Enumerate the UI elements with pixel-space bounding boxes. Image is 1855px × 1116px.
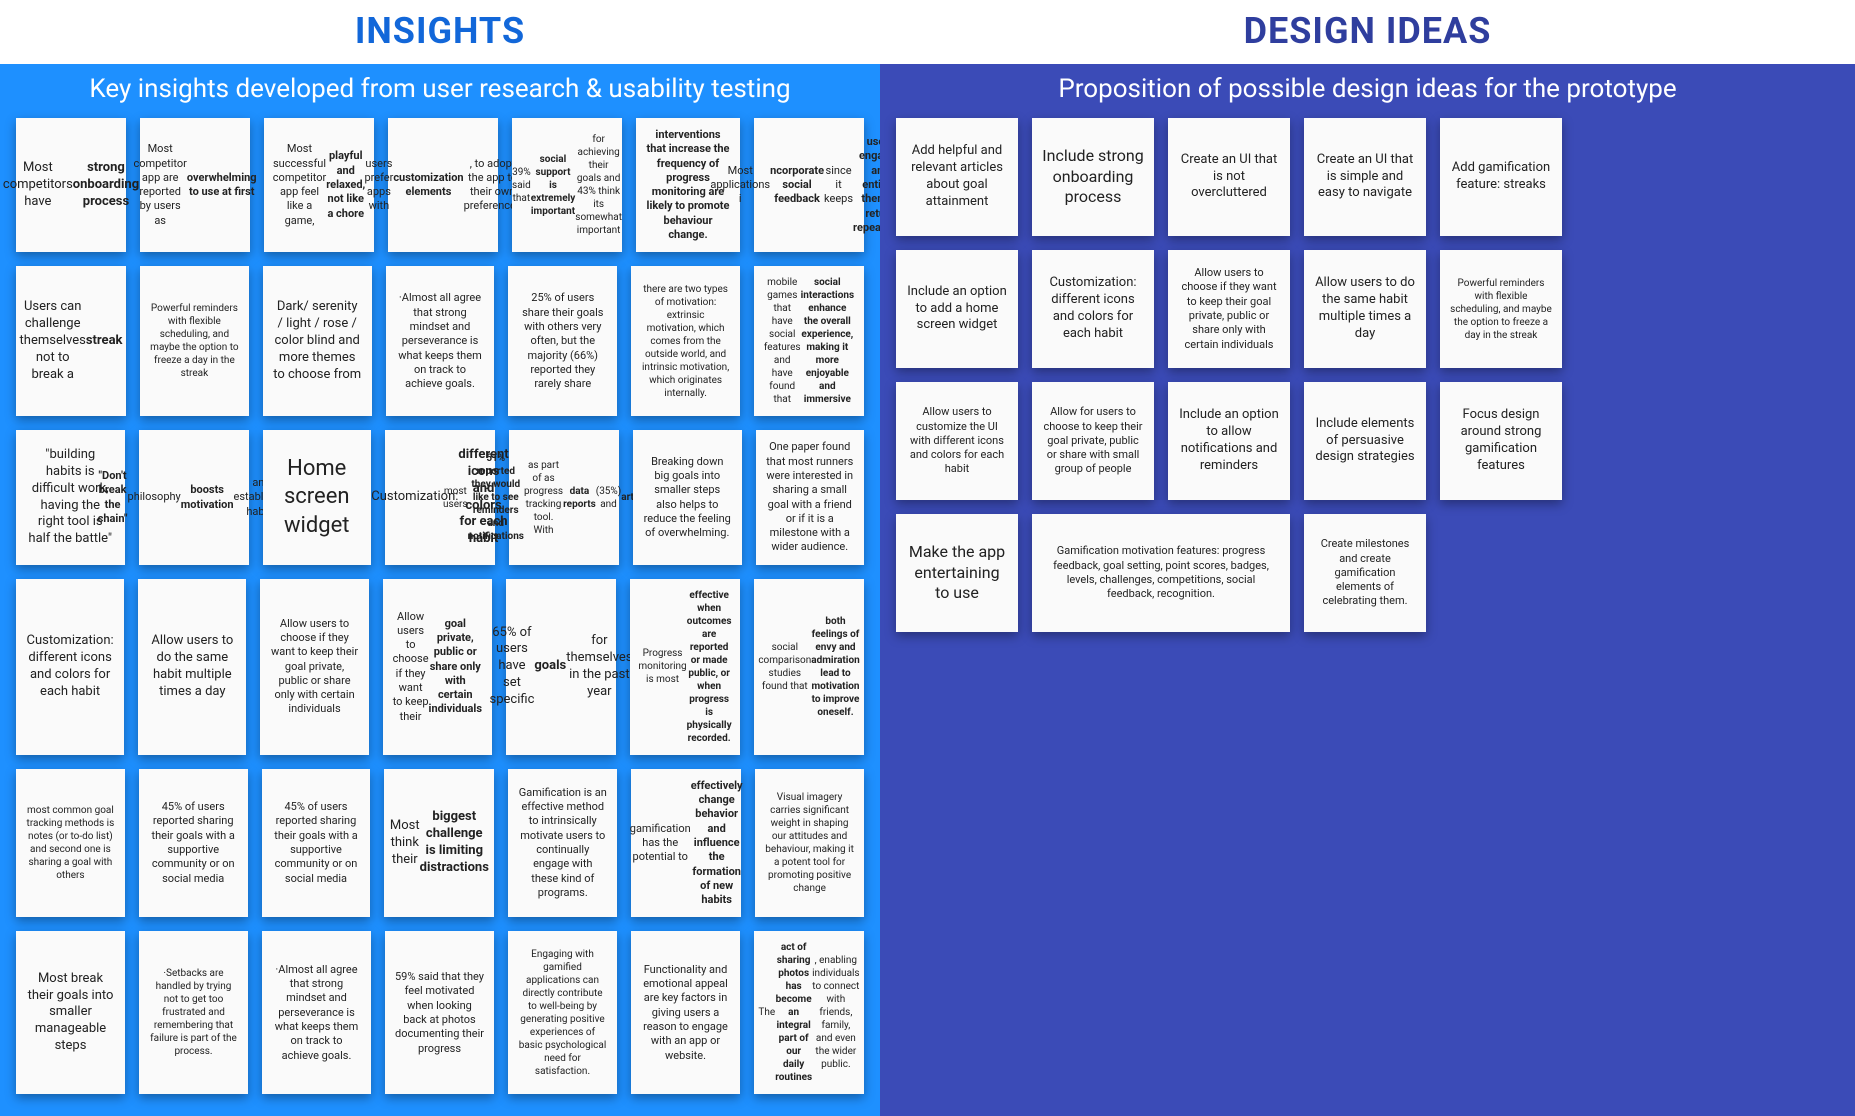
insights-note[interactable]: 39% said that social support is extremel…: [512, 118, 622, 252]
designIdeas-note[interactable]: Add gamification feature: streaks: [1440, 118, 1562, 236]
insights-note[interactable]: Customization: different icons and color…: [16, 579, 124, 755]
designIdeas-note[interactable]: Add helpful and relevant articles about …: [896, 118, 1018, 236]
insights-note[interactable]: Most think their biggest challenge is li…: [384, 769, 494, 918]
insights-row: "building habits is difficult work, havi…: [16, 430, 864, 564]
insights-note[interactable]: One paper found that most runners were i…: [756, 430, 865, 564]
designIdeas-note[interactable]: Customization: different icons and color…: [1032, 250, 1154, 368]
insights-note[interactable]: Most competitors have strong onboarding …: [16, 118, 126, 252]
insights-note[interactable]: Dark/ serenity / light / rose / color bl…: [263, 266, 372, 416]
designIdeas-note[interactable]: Allow users to customize the UI with dif…: [896, 382, 1018, 500]
insights-note[interactable]: users prefer apps with customization ele…: [388, 118, 498, 252]
designIdeas-note[interactable]: Make the app entertaining to use: [896, 514, 1018, 632]
insights-note[interactable]: Most competitor app are reported by user…: [140, 118, 250, 252]
insights-note[interactable]: Users can challenge themselves not to br…: [16, 266, 126, 416]
designIdeas-note[interactable]: Allow users to do the same habit multipl…: [1304, 250, 1426, 368]
insights-note[interactable]: Visual imagery carries significant weigh…: [755, 769, 864, 918]
designIdeas-note[interactable]: Create an UI that is not overcluttered: [1168, 118, 1290, 236]
insights-note[interactable]: Functionality and emotional appeal are k…: [631, 931, 740, 1094]
designIdeas-note[interactable]: Include elements of persuasive design st…: [1304, 382, 1426, 500]
insights-note[interactable]: Breaking down big goals into smaller ste…: [633, 430, 742, 564]
designIdeas-note[interactable]: Include an option to add a home screen w…: [896, 250, 1018, 368]
designIdeas-note[interactable]: Gamification motivation features: progre…: [1032, 514, 1290, 632]
insights-note[interactable]: Gamification is an effective method to i…: [508, 769, 617, 918]
insights-note[interactable]: Allow users to choose if they want to ke…: [383, 579, 492, 755]
insights-row: most common goal tracking methods is not…: [16, 769, 864, 918]
design-ideas-grid: Add helpful and relevant articles about …: [896, 118, 1839, 632]
insights-row: Customization: different icons and color…: [16, 579, 864, 755]
insights-note[interactable]: 45% of users reported sharing their goal…: [139, 769, 248, 918]
design-ideas-panel: Proposition of possible design ideas for…: [880, 64, 1855, 1116]
insights-note[interactable]: 45% of users reported sharing their goal…: [262, 769, 371, 918]
insights-note[interactable]: Powerful reminders with flexible schedul…: [140, 266, 249, 416]
insights-grid: Most competitors have strong onboarding …: [16, 118, 864, 1094]
designIdeas-note[interactable]: Allow users to choose if they want to ke…: [1168, 250, 1290, 368]
designIdeas-note[interactable]: Create milestones and create gamificatio…: [1304, 514, 1426, 632]
insights-row: Most competitors have strong onboarding …: [16, 118, 864, 252]
header-row: INSIGHTS DESIGN IDEAS: [0, 0, 1855, 64]
insights-note[interactable]: Most break their goals into smaller mana…: [16, 931, 125, 1094]
insights-note[interactable]: mobile games that have social features a…: [754, 266, 864, 416]
insights-note[interactable]: ·Almost all agree that strong mindset an…: [262, 931, 371, 1094]
design-ideas-subtitle: Proposition of possible design ideas for…: [896, 74, 1839, 104]
designIdeas-note[interactable]: Allow for users to choose to keep their …: [1032, 382, 1154, 500]
panels: Key insights developed from user researc…: [0, 64, 1855, 1116]
insights-note[interactable]: The act of sharing photos has become an …: [754, 931, 864, 1094]
insights-note[interactable]: Allow users to do the same habit multipl…: [138, 579, 246, 755]
insights-note[interactable]: Allow users to choose if they want to ke…: [260, 579, 368, 755]
insights-row: Users can challenge themselves not to br…: [16, 266, 864, 416]
insights-note[interactable]: Engaging with gamified applications can …: [508, 931, 617, 1094]
designIdeas-note[interactable]: Create an UI that is simple and easy to …: [1304, 118, 1426, 236]
designIdeas-note[interactable]: Include strong onboarding process: [1032, 118, 1154, 236]
designIdeas-row: Make the app entertaining to useGamifica…: [896, 514, 1839, 632]
insights-note[interactable]: Home screen widget: [263, 430, 372, 564]
insights-note[interactable]: 25% of users share their goals with othe…: [508, 266, 617, 416]
insights-note[interactable]: ·Setbacks are handled by trying not to g…: [139, 931, 248, 1094]
insights-note[interactable]: ·Almost all agree that strong mindset an…: [386, 266, 495, 416]
insights-note[interactable]: Most successful competitor app feel like…: [264, 118, 374, 252]
insights-note[interactable]: 65% of users have set specific goals for…: [506, 579, 616, 755]
insights-note[interactable]: most common goal tracking methods is not…: [16, 769, 125, 918]
insights-panel: Key insights developed from user researc…: [0, 64, 880, 1116]
designIdeas-note[interactable]: Focus design around strong gamification …: [1440, 382, 1562, 500]
insights-row: Most break their goals into smaller mana…: [16, 931, 864, 1094]
insights-note[interactable]: Progress monitoring is most effective wh…: [630, 579, 740, 755]
design-ideas-heading: DESIGN IDEAS: [880, 0, 1855, 64]
designIdeas-row: Allow users to customize the UI with dif…: [896, 382, 1839, 500]
insights-note[interactable]: gamification has the potential to effect…: [631, 769, 741, 918]
insights-note[interactable]: there are two types of motivation: extri…: [631, 266, 740, 416]
insights-subtitle: Key insights developed from user researc…: [16, 74, 864, 104]
insights-note[interactable]: "Don't break the chain" philosophy boost…: [139, 430, 249, 564]
insights-note[interactable]: social comparison studies found that bot…: [754, 579, 864, 755]
designIdeas-note[interactable]: Include an option to allow notifications…: [1168, 382, 1290, 500]
insights-heading: INSIGHTS: [0, 0, 880, 64]
insights-note[interactable]: most users 51% reported they would like …: [509, 430, 619, 564]
designIdeas-row: Add helpful and relevant articles about …: [896, 118, 1839, 236]
insights-note[interactable]: 59% said that they feel motivated when l…: [385, 931, 494, 1094]
designIdeas-row: Include an option to add a home screen w…: [896, 250, 1839, 368]
insights-note[interactable]: Most applications incorporate social fee…: [754, 118, 864, 252]
designIdeas-note[interactable]: Powerful reminders with flexible schedul…: [1440, 250, 1562, 368]
